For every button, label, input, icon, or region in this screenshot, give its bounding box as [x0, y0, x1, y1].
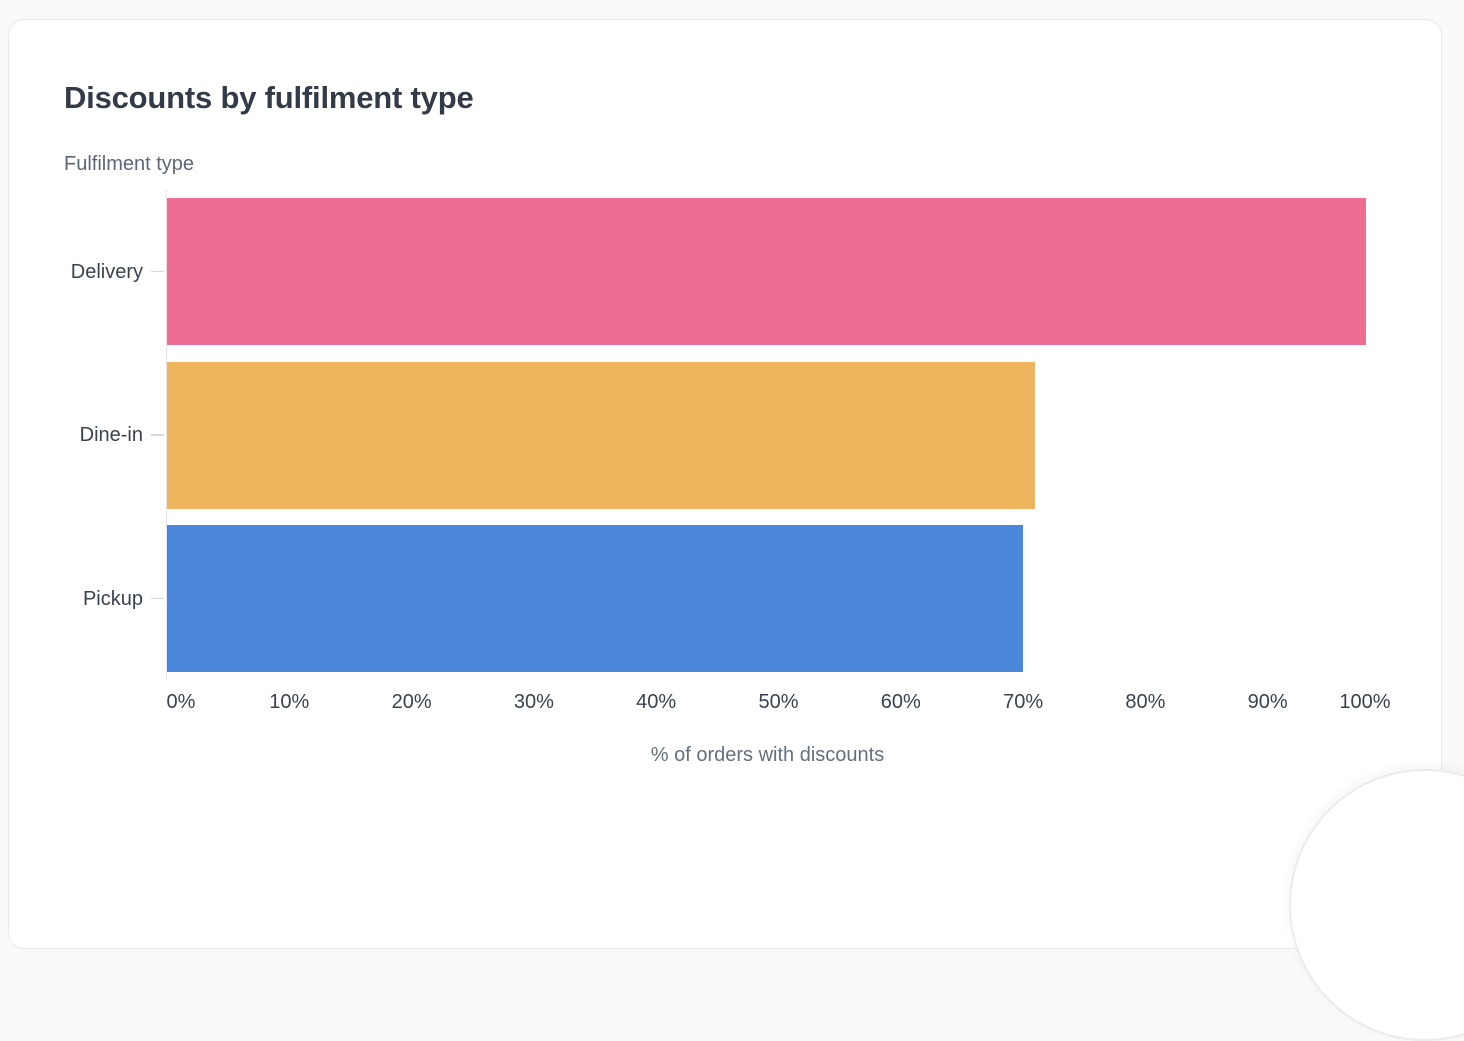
x-tick-label-30: 30% [513, 691, 554, 713]
category-tick-mark [151, 597, 164, 600]
category-tick-mark [151, 434, 164, 436]
x-tick-label-50: 50% [758, 691, 799, 713]
bar-dine-in[interactable] [167, 361, 1036, 509]
category-label-dine-in: Dine-in [79, 424, 143, 446]
x-tick-label-0: 0% [166, 691, 196, 713]
plot-area [165, 190, 1390, 680]
category-label-pickup: Pickup [82, 587, 143, 610]
x-tick-label-90: 90% [1247, 691, 1288, 713]
category-label-delivery: Delivery [70, 260, 143, 283]
x-axis-title: % of orders with discounts [650, 744, 885, 766]
x-tick-label-40: 40% [636, 691, 677, 713]
y-axis-line [165, 190, 167, 680]
y-axis-title: Fulfilment type [64, 153, 195, 175]
x-tick-label-70: 70% [1003, 691, 1044, 713]
bar-delivery[interactable] [167, 198, 1366, 345]
x-tick-label-10: 10% [269, 691, 310, 713]
x-tick-label-60: 60% [880, 691, 921, 713]
page-background: { "card": { "title": "Discounts by fulfi… [8, 19, 1464, 1041]
bar-pickup[interactable] [167, 525, 1024, 672]
x-tick-label-80: 80% [1125, 691, 1166, 713]
x-tick-label-100: 100% [1339, 691, 1391, 713]
chart-title: Discounts by fulfilment type [64, 80, 474, 115]
category-tick-mark [151, 270, 164, 273]
x-tick-label-20: 20% [391, 691, 432, 713]
